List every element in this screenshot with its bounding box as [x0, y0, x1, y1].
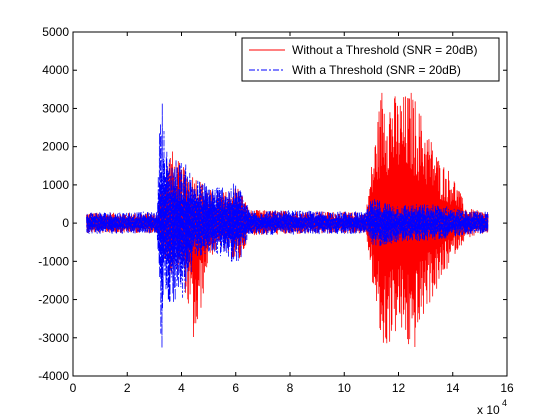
x-multiplier: x 10 4: [477, 398, 507, 417]
x-tick-label: 4: [178, 381, 185, 395]
x-tick-label: 0: [70, 381, 77, 395]
y-tick-label: 1000: [42, 178, 69, 192]
y-tick-label: 2000: [42, 140, 69, 154]
legend-label-without-threshold: Without a Threshold (SNR = 20dB): [292, 43, 478, 57]
ticks-layer: 0 2 4 6 8 10 12 14 16 -4000 -3000 -2000 -1000 0 1000 20…: [38, 25, 514, 395]
x-tick-label: 8: [287, 381, 294, 395]
y-tick-label: -1000: [38, 254, 69, 268]
x-tick-label: 14: [446, 381, 460, 395]
y-tick-label: 4000: [42, 63, 69, 77]
y-tick-label: -2000: [38, 293, 69, 307]
y-tick-label: -3000: [38, 331, 69, 345]
legend: Without a Threshold (SNR = 20dB) With a …: [241, 37, 500, 82]
series-layer: [86, 92, 489, 348]
x-tick-label: 2: [124, 381, 131, 395]
x-tick-label: 16: [500, 381, 514, 395]
x-multiplier-exponent: 4: [502, 398, 507, 408]
x-tick-label: 6: [232, 381, 239, 395]
y-tick-label: -4000: [38, 369, 69, 383]
x-tick-label: 10: [338, 381, 352, 395]
x-multiplier-label: x 10: [477, 403, 500, 417]
legend-label-with-threshold: With a Threshold (SNR = 20dB): [292, 63, 461, 77]
y-tick-label: 3000: [42, 101, 69, 115]
legend-box: [241, 37, 500, 82]
y-tick-label: 0: [62, 216, 69, 230]
y-tick-label: 5000: [42, 25, 69, 39]
series-line-with-threshold: [86, 103, 489, 348]
x-tick-label: 12: [392, 381, 406, 395]
